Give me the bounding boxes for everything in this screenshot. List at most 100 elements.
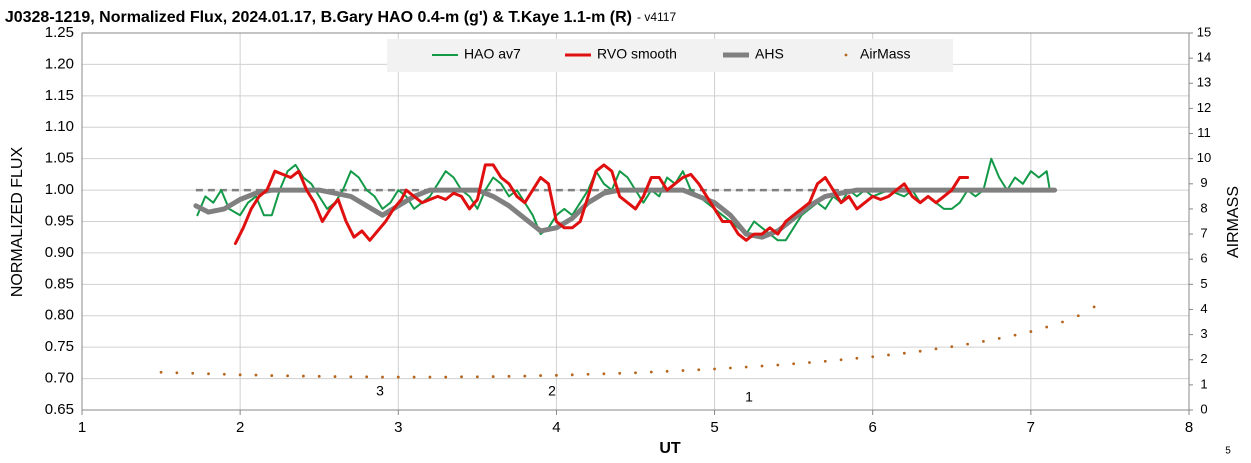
annotation: 1 — [745, 389, 753, 405]
airmass-point — [950, 345, 954, 349]
y2-tick-label: 7 — [1200, 226, 1207, 241]
airmass-point — [966, 342, 969, 346]
y-tick-label: 1.00 — [45, 181, 74, 198]
airmass-point — [586, 372, 590, 376]
airmass-point — [444, 375, 448, 379]
airmass-point — [222, 372, 226, 376]
y2-tick-label: 0 — [1200, 401, 1207, 416]
y-tick-label: 0.70 — [45, 370, 74, 387]
airmass-point — [681, 369, 685, 372]
y2-tick-label: 9 — [1200, 175, 1207, 190]
airmass-point — [254, 373, 258, 377]
airmass-point — [507, 374, 511, 378]
x-tick-label: 6 — [869, 419, 877, 436]
airmass-point — [792, 362, 796, 366]
y-axis-label: NORMALIZED FLUX — [9, 147, 26, 298]
airmass-point — [602, 372, 606, 376]
annotation: 2 — [548, 383, 556, 399]
airmass-point — [1092, 305, 1096, 309]
y-tick-label: 0.75 — [45, 338, 74, 355]
annotation: 5 — [1225, 446, 1231, 457]
x-tick-label: 7 — [1027, 419, 1035, 436]
y2-axis-label: AIRMASS — [1225, 186, 1242, 258]
airmass-point — [1061, 320, 1064, 324]
y-tick-label: 0.85 — [45, 275, 74, 292]
x-tick-label: 5 — [710, 419, 718, 436]
series-line — [193, 187, 1058, 240]
airmass-point — [823, 359, 827, 363]
airmass-point — [618, 371, 622, 375]
y-tick-label: 1.20 — [45, 55, 74, 72]
airmass-point — [839, 358, 843, 362]
airmass-point — [902, 351, 906, 355]
airmass-point — [491, 375, 495, 378]
legend-label: RVO smooth — [597, 46, 677, 62]
y-tick-label: 1.05 — [45, 150, 74, 167]
legend-label: AirMass — [860, 46, 911, 62]
airmass-point — [428, 375, 432, 379]
series-line — [233, 163, 970, 245]
airmass-point — [207, 372, 210, 376]
airmass-point — [286, 374, 289, 378]
y2-tick-label: 3 — [1200, 326, 1207, 341]
airmass-point — [855, 356, 859, 360]
x-tick-label: 3 — [394, 419, 402, 436]
chart-title: J0328-1219, Normalized Flux, 2024.01.17,… — [5, 9, 632, 26]
airmass-point — [887, 353, 890, 357]
airmass-point — [713, 367, 716, 371]
airmass-point — [475, 375, 479, 379]
y2-tick-label: 12 — [1197, 100, 1211, 115]
y2-tick-label: 10 — [1197, 150, 1211, 165]
airmass-point — [175, 371, 179, 375]
legend-box — [387, 39, 953, 72]
airmass-point — [918, 349, 922, 353]
airmass-point — [381, 375, 384, 379]
airmass-point — [570, 373, 574, 377]
airmass-point — [302, 374, 305, 378]
y2-tick-label: 15 — [1197, 24, 1211, 39]
y-tick-label: 1.15 — [45, 87, 74, 104]
airmass-point — [997, 336, 1001, 340]
airmass-point — [697, 368, 701, 372]
chart-subtitle: - v4117 — [637, 10, 676, 24]
airmass-point — [1076, 314, 1080, 318]
airmass-point — [760, 364, 764, 368]
airmass-point — [396, 375, 400, 379]
y-tick-label: 0.90 — [45, 244, 74, 261]
airmass-point — [159, 370, 163, 374]
airmass-point — [1029, 330, 1033, 333]
annotation: 3 — [376, 383, 384, 399]
y2-tick-label: 1 — [1200, 376, 1207, 391]
airmass-point — [539, 374, 543, 377]
airmass-point — [333, 375, 337, 378]
y2-tick-label: 5 — [1200, 276, 1207, 291]
airmass-point — [728, 366, 732, 370]
legend-label: HAO av7 — [464, 46, 521, 62]
airmass-point — [349, 375, 353, 379]
y-tick-label: 0.95 — [45, 212, 74, 229]
y2-tick-label: 11 — [1197, 125, 1211, 140]
airmass-point — [871, 355, 875, 359]
x-tick-label: 4 — [552, 419, 560, 436]
airmass-point — [1013, 333, 1017, 337]
y-tick-label: 0.80 — [45, 307, 74, 324]
x-tick-label: 1 — [78, 419, 86, 436]
x-tick-label: 8 — [1185, 419, 1193, 436]
y-tick-label: 1.10 — [45, 118, 74, 135]
x-axis-label: UT — [659, 440, 681, 457]
y2-tick-label: 2 — [1200, 351, 1207, 366]
plot-frame — [81, 32, 1190, 411]
y-tick-label: 1.25 — [45, 24, 74, 41]
airmass-point — [665, 369, 669, 373]
airmass-point — [365, 375, 369, 379]
airmass-point — [808, 361, 811, 364]
legend-label: AHS — [755, 46, 784, 62]
y-tick-label: 0.65 — [45, 401, 74, 418]
airmass-point — [412, 375, 416, 379]
y2-tick-label: 13 — [1197, 75, 1211, 90]
legend-swatch — [844, 53, 848, 57]
airmass-point — [744, 365, 748, 369]
airmass-point — [1045, 325, 1049, 329]
